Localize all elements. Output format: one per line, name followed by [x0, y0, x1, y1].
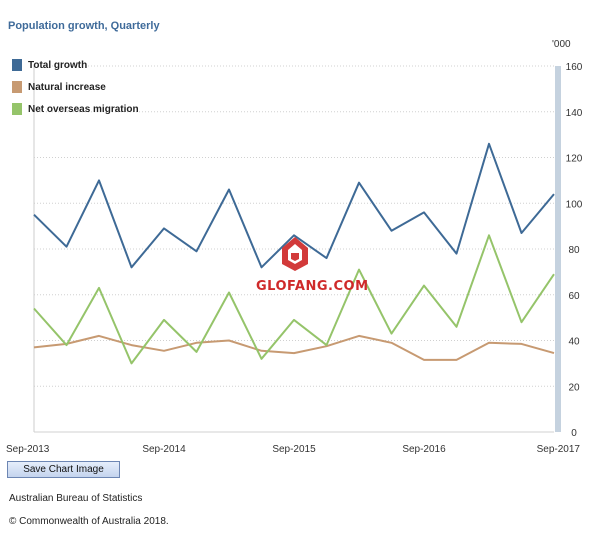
line-chart: 0 20 40 60 80 100 120 140 160 Sep-2013 Sep-2014 Sep… [6, 62, 583, 455]
watermark-text: GLOFANG.COM [256, 279, 369, 294]
copyright-text: © Commonwealth of Australia 2018. [9, 516, 169, 527]
legend-item: Total growth [12, 54, 139, 76]
save-chart-image-button[interactable]: Save Chart Image [7, 461, 120, 478]
legend-label: Natural increase [28, 81, 106, 93]
chart-legend: Total growth Natural increase Net overseas… [12, 54, 139, 120]
series-line-natural-increase [33, 334, 555, 361]
x-tick-label: Sep-2016 [402, 444, 446, 455]
legend-label: Total growth [28, 59, 88, 71]
x-tick-label: Sep-2014 [142, 444, 186, 455]
y-tick-label: 60 [568, 291, 580, 302]
legend-item: Net overseas migration [12, 98, 139, 120]
y-axis-bar [555, 66, 561, 432]
y-tick-label: 160 [566, 62, 583, 73]
y-tick-label: 80 [568, 245, 580, 256]
legend-item: Natural increase [12, 76, 139, 98]
y-tick-label: 120 [566, 154, 583, 165]
watermark-logo-icon [282, 237, 308, 271]
legend-label: Net overseas migration [28, 103, 139, 115]
watermark: GLOFANG.COM [256, 236, 368, 296]
x-tick-label: Sep-2015 [272, 444, 316, 455]
chart-title: Population growth, Quarterly [8, 20, 160, 32]
x-tick-label: Sep-2013 [6, 444, 50, 455]
y-tick-label: 0 [571, 428, 577, 439]
y-tick-label: 20 [568, 382, 580, 393]
x-tick-label: Sep-2017 [537, 444, 581, 455]
series-line-net-overseas-migration [33, 234, 555, 365]
legend-swatch [12, 81, 22, 93]
y-tick-label: 100 [566, 199, 583, 210]
series-line-total-growth [33, 142, 555, 269]
y-axis-unit: '000 [552, 39, 571, 50]
y-tick-label: 140 [566, 108, 583, 119]
y-tick-label: 40 [568, 337, 580, 348]
legend-swatch [12, 59, 22, 71]
legend-swatch [12, 103, 22, 115]
source-text: Australian Bureau of Statistics [9, 493, 143, 504]
